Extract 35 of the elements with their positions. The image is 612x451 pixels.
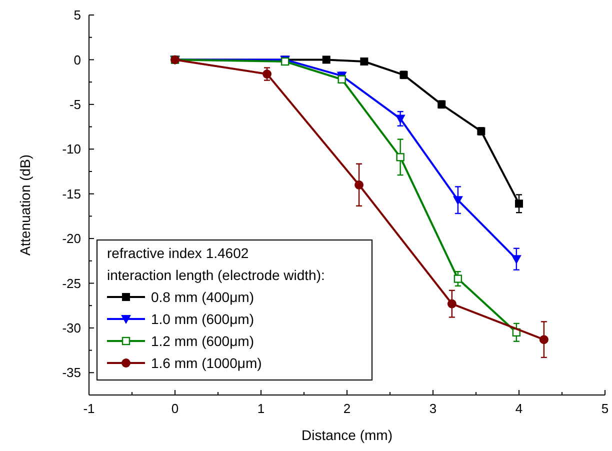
y-tick-label: -30 <box>62 320 81 336</box>
point <box>511 255 522 264</box>
point <box>360 57 368 66</box>
y-tick-label: 5 <box>74 8 81 23</box>
point <box>354 180 364 190</box>
y-tick-label: -10 <box>62 142 81 157</box>
point <box>322 56 330 64</box>
point <box>454 274 462 283</box>
point <box>539 335 548 344</box>
legend-label: 1.0 mm (600μm) <box>151 310 254 327</box>
y-tick-label: -5 <box>69 96 81 112</box>
point <box>452 196 463 206</box>
y-tick-label: -35 <box>62 365 81 380</box>
x-tick-label: 4 <box>515 401 523 416</box>
x-axis-title: Distance (mm) <box>301 427 393 443</box>
x-tick-label: 2 <box>343 401 351 416</box>
legend-label: 0.8 mm (400μm) <box>151 288 254 305</box>
point <box>515 200 523 208</box>
legend-title: refractive index 1.4602 interaction length (electrode width): <box>107 245 325 283</box>
legend-label: 1.2 mm (600μm) <box>151 332 254 349</box>
point <box>262 70 272 79</box>
x-tick-label: 1 <box>257 401 265 416</box>
point <box>396 153 404 162</box>
y-tick-label: -20 <box>62 231 81 246</box>
y-tick-label: 0 <box>74 52 81 68</box>
x-tick-label: 0 <box>171 401 179 416</box>
x-tick-label: 5 <box>601 401 609 416</box>
y-tick-label: -15 <box>62 186 81 202</box>
legend-label: 1.6 mm (1000μm) <box>151 354 262 371</box>
point <box>395 114 406 124</box>
point <box>447 299 456 308</box>
y-tick-label: -25 <box>62 276 81 291</box>
y-axis-title: Attenuation (dB) <box>17 154 33 256</box>
x-tick-label: 3 <box>429 401 437 416</box>
x-tick-label: -1 <box>83 401 95 416</box>
